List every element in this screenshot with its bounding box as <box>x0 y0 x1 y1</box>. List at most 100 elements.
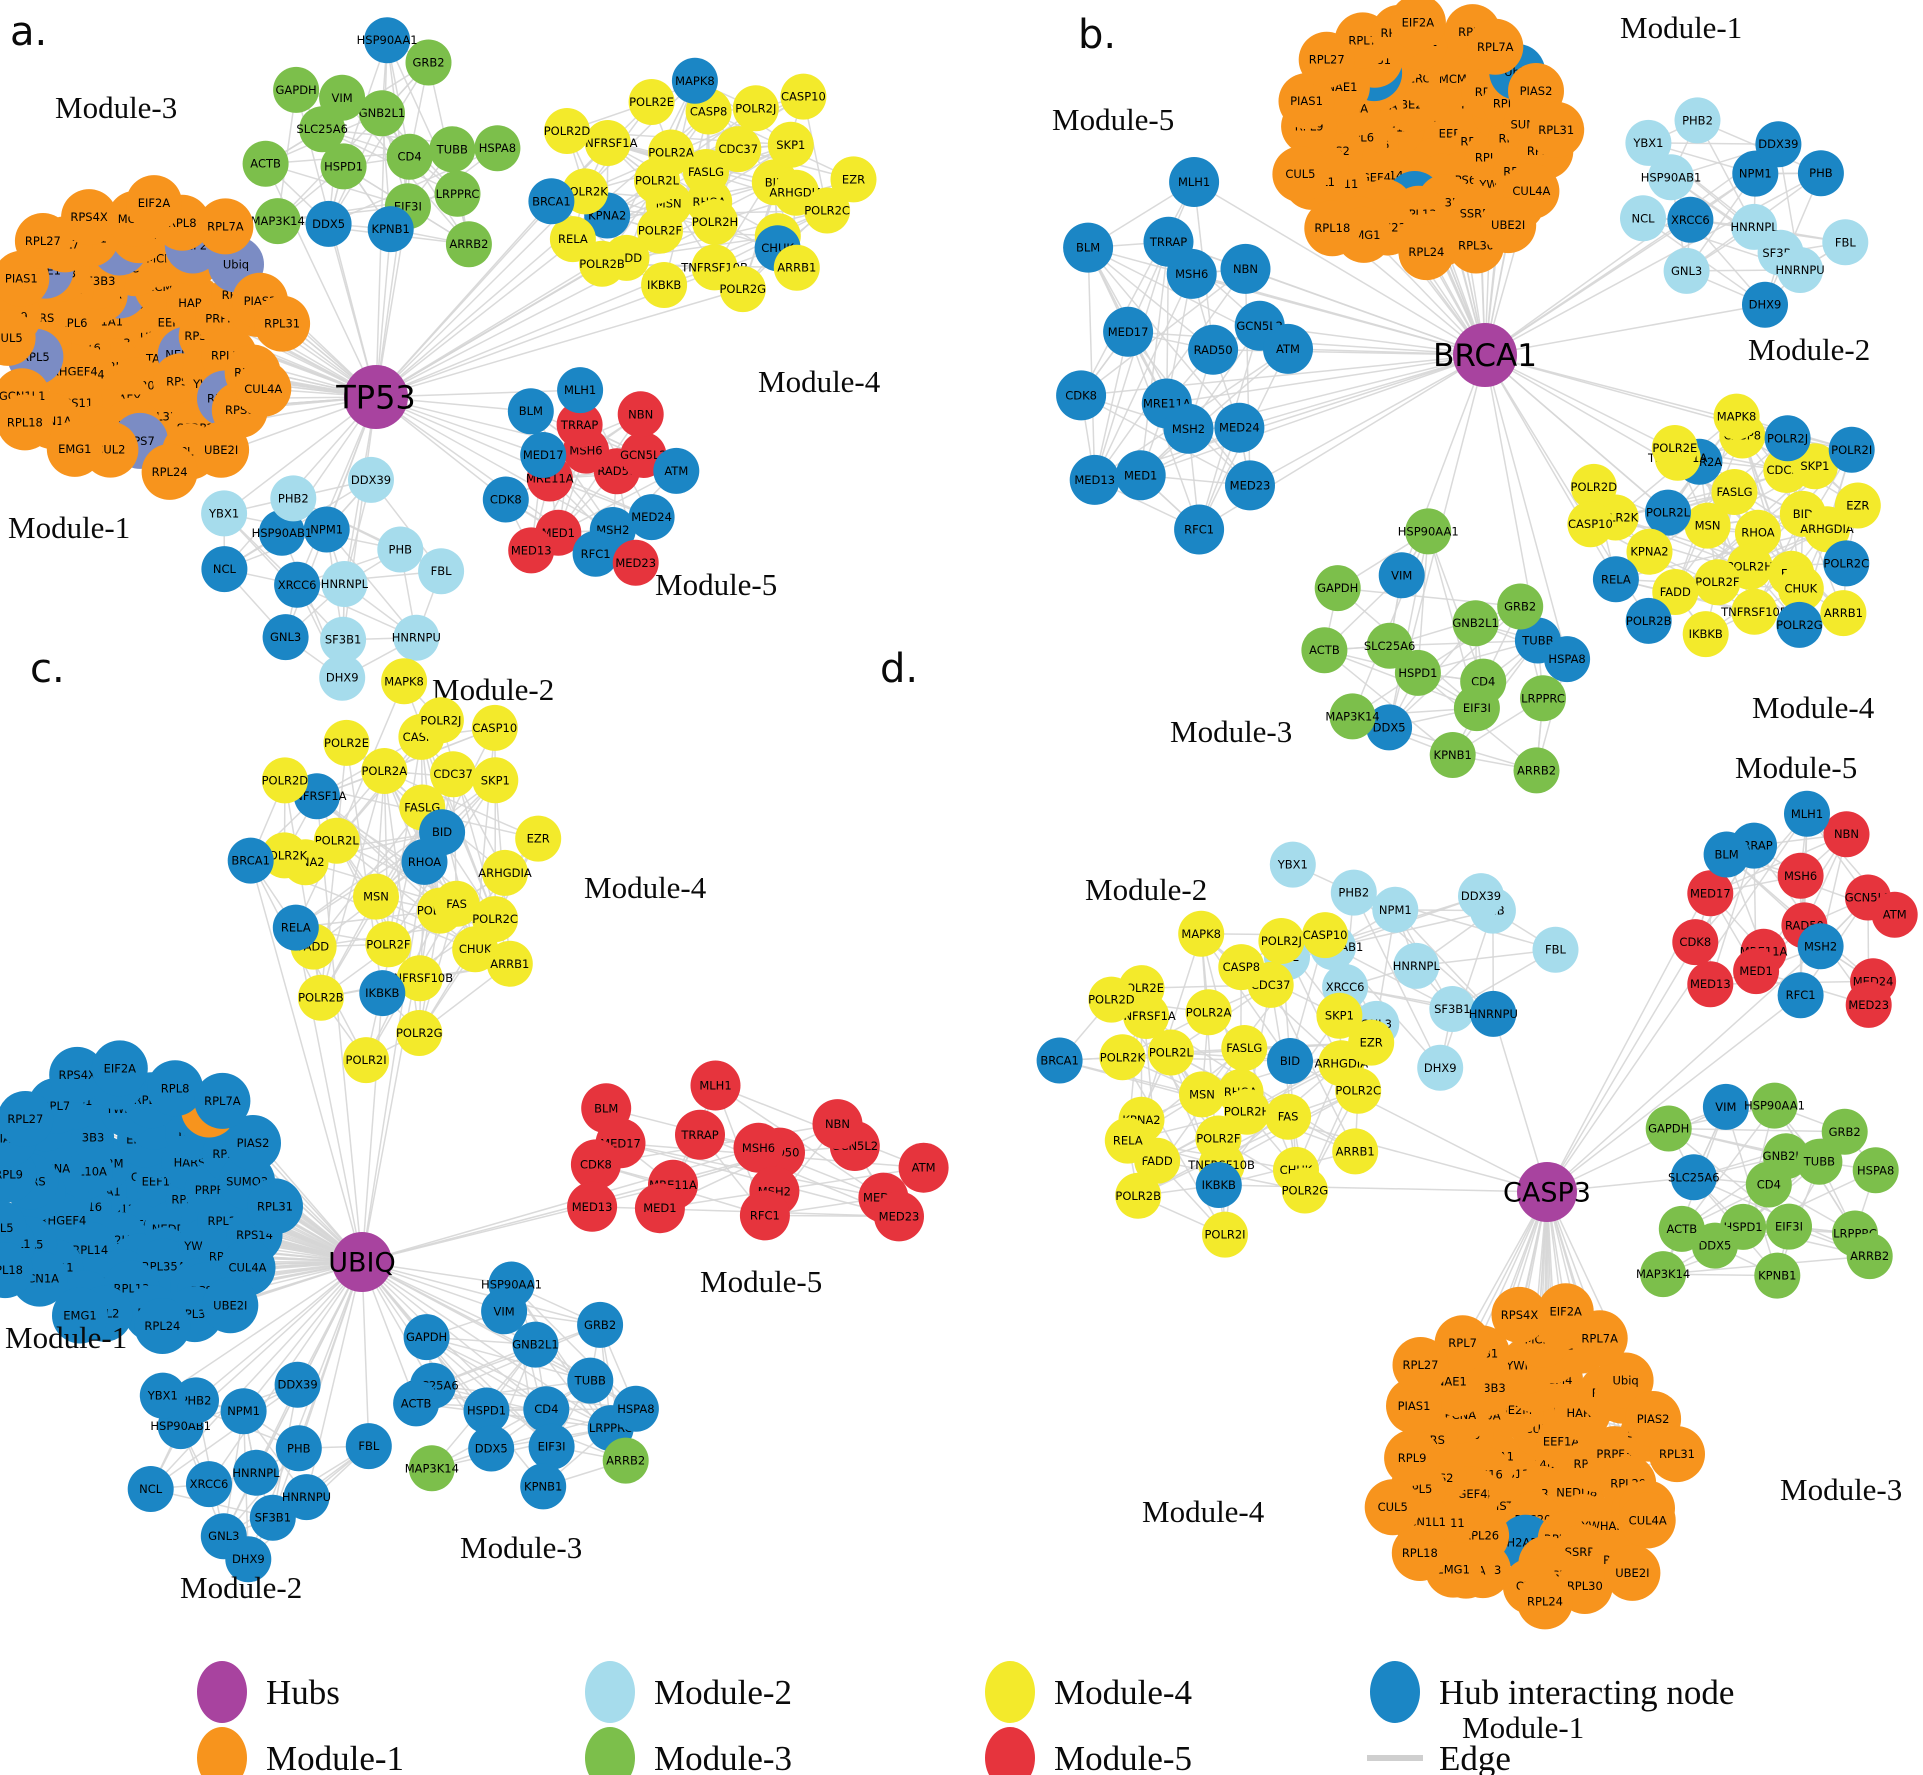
node-CHUK: CHUK <box>1777 565 1824 612</box>
node-POLR2E: POLR2E <box>323 719 370 766</box>
svg-text:PHB: PHB <box>287 1441 311 1455</box>
node-RFC1: RFC1 <box>1174 504 1225 555</box>
node-BLM: BLM <box>1063 222 1114 273</box>
svg-text:MAPK8: MAPK8 <box>384 674 424 688</box>
node-MAP3K14: MAP3K14 <box>251 198 305 245</box>
svg-text:ATM: ATM <box>912 1161 936 1175</box>
svg-text:SF3B1: SF3B1 <box>255 1511 291 1525</box>
svg-text:CUL5: CUL5 <box>1285 167 1315 181</box>
svg-text:RPL31: RPL31 <box>1659 1447 1695 1461</box>
svg-text:RPL27: RPL27 <box>1403 1358 1439 1372</box>
legend-swatch-yellow <box>985 1661 1035 1723</box>
node-POLR2D: POLR2D <box>1571 463 1617 510</box>
svg-text:HSPA8: HSPA8 <box>479 141 516 155</box>
node-CASP8: CASP8 <box>1218 944 1265 991</box>
node-POLR2A: POLR2A <box>1185 989 1232 1036</box>
node-POLR2B: POLR2B <box>1115 1172 1162 1219</box>
svg-text:HSPD1: HSPD1 <box>1398 666 1437 680</box>
svg-text:MSN: MSN <box>363 890 389 904</box>
module-title: Module-3 <box>1780 1472 1902 1507</box>
node-DHX9: DHX9 <box>319 654 366 701</box>
node-FASLG: FASLG <box>1221 1025 1268 1071</box>
svg-text:MED13: MED13 <box>572 1200 613 1214</box>
node-BRCA1: BRCA1 <box>1036 1037 1083 1084</box>
svg-text:IKBKB: IKBKB <box>1202 1178 1236 1192</box>
node-KPNB1: KPNB1 <box>1429 732 1476 778</box>
node-YBX1: YBX1 <box>201 490 248 537</box>
module-title: Module-4 <box>584 870 707 905</box>
svg-text:MSH6: MSH6 <box>1175 267 1208 281</box>
svg-text:CUL5: CUL5 <box>0 331 23 345</box>
node-NCL: NCL <box>1620 195 1666 242</box>
svg-text:PHB: PHB <box>1809 166 1833 180</box>
svg-text:TNFRSF1A: TNFRSF1A <box>1115 1009 1175 1023</box>
svg-text:ACTB: ACTB <box>1309 643 1340 657</box>
node-POLR2K: POLR2K <box>1099 1034 1145 1081</box>
svg-text:SKP1: SKP1 <box>1325 1009 1354 1023</box>
svg-text:MED23: MED23 <box>879 1209 920 1223</box>
node-SLC25A6: SLC25A6 <box>1668 1154 1720 1201</box>
svg-text:DDX5: DDX5 <box>1698 1239 1731 1253</box>
node-POLR2I: POLR2I <box>1828 426 1875 473</box>
svg-text:RPL30: RPL30 <box>1567 1579 1603 1593</box>
svg-text:RHOA: RHOA <box>408 855 441 869</box>
node-MED13: MED13 <box>1687 961 1734 1008</box>
node-POLR2C: POLR2C <box>804 187 851 234</box>
node-ACTB: ACTB <box>1301 627 1348 674</box>
node-MSH6: MSH6 <box>733 1122 784 1173</box>
svg-text:IKBKB: IKBKB <box>365 986 399 1000</box>
svg-text:POLR2J: POLR2J <box>420 713 461 727</box>
node-IKBKB: IKBKB <box>1195 1162 1242 1208</box>
module-title: Module-4 <box>758 364 881 399</box>
svg-text:RAD50: RAD50 <box>1194 343 1233 357</box>
svg-text:DDX5: DDX5 <box>1373 720 1406 734</box>
node-GNL3: GNL3 <box>1663 247 1710 294</box>
node-RPL7A: RPL7A <box>194 1072 251 1129</box>
node-GAPDH: GAPDH <box>273 66 320 113</box>
module-title: Module-1 <box>8 510 130 545</box>
svg-text:BLM: BLM <box>519 404 543 418</box>
svg-text:FASLG: FASLG <box>1226 1041 1262 1055</box>
svg-text:FBL: FBL <box>1545 943 1567 957</box>
svg-text:MED13: MED13 <box>1074 473 1115 487</box>
svg-text:IKBKB: IKBKB <box>647 278 681 292</box>
svg-text:EIF2A: EIF2A <box>1402 16 1435 30</box>
node-TUBB: TUBB <box>429 126 476 173</box>
svg-text:FBL: FBL <box>1835 235 1857 249</box>
svg-text:PIAS2: PIAS2 <box>1637 1412 1670 1426</box>
svg-text:ARHGDIA: ARHGDIA <box>478 866 532 880</box>
node-YBX1: YBX1 <box>1269 841 1316 888</box>
node-NBN: NBN <box>1220 243 1271 294</box>
node-RPL18: RPL18 <box>0 394 53 451</box>
node-MED24: MED24 <box>628 494 675 541</box>
node-DHX9: DHX9 <box>1742 281 1788 328</box>
node-FBL: FBL <box>1822 219 1869 266</box>
svg-text:HSPA8: HSPA8 <box>1857 1163 1894 1177</box>
svg-text:DHX9: DHX9 <box>326 671 359 685</box>
svg-text:HSP90AB1: HSP90AB1 <box>1641 170 1702 184</box>
svg-text:Ubiq: Ubiq <box>223 257 249 271</box>
svg-text:PIAS1: PIAS1 <box>1398 1399 1431 1413</box>
svg-text:EIF3I: EIF3I <box>1775 1220 1803 1234</box>
panel-letter-a: a. <box>10 9 47 55</box>
node-GRB2: GRB2 <box>1821 1108 1868 1155</box>
node-POLR2C: POLR2C <box>472 896 519 943</box>
node-RFC1: RFC1 <box>1777 972 1824 1019</box>
module-title: Module-1 <box>5 1320 127 1355</box>
svg-text:MED17: MED17 <box>1690 886 1731 900</box>
svg-text:FASLG: FASLG <box>688 165 724 179</box>
node-SKP1: SKP1 <box>1316 992 1363 1039</box>
svg-text:HSP90AA1: HSP90AA1 <box>1744 1099 1805 1113</box>
svg-text:POLR2G: POLR2G <box>719 282 766 296</box>
node-BRCA1: BRCA1 <box>227 837 274 884</box>
svg-text:TNFRSF10B: TNFRSF10B <box>1720 605 1788 619</box>
node-RPL31: RPL31 <box>247 1178 303 1235</box>
module-title: Module-5 <box>655 567 777 602</box>
node-RPL31: RPL31 <box>254 295 311 352</box>
node-CUL4A: CUL4A <box>235 360 292 417</box>
node-MAP3K14: MAP3K14 <box>1325 693 1380 740</box>
svg-text:HNRNPL: HNRNPL <box>321 577 369 591</box>
svg-text:HNRNPU: HNRNPU <box>282 1490 331 1504</box>
node-MSH2: MSH2 <box>1797 923 1844 970</box>
svg-text:EIF3I: EIF3I <box>1463 701 1491 715</box>
